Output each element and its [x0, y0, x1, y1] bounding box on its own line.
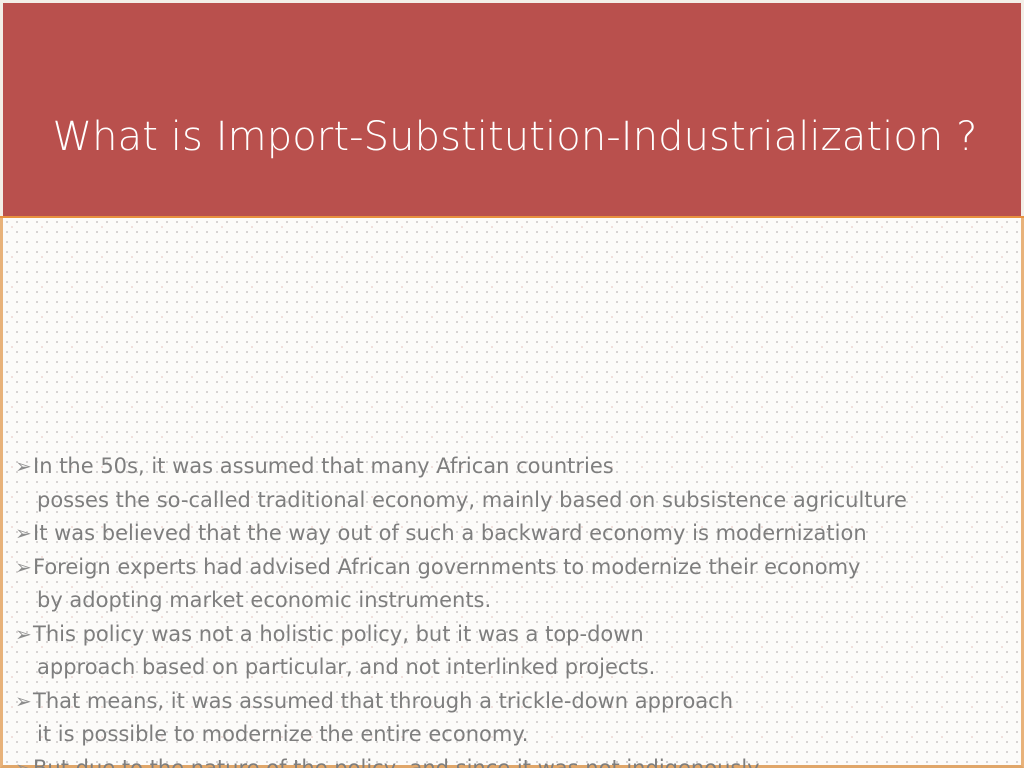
bullet-text: That means, it was assumed that through … [33, 688, 734, 713]
bullet-continuation-line: by adopting market economic instruments. [37, 588, 492, 612]
bullet-continuation-line: approach based on particular, and not in… [37, 655, 656, 679]
bullet-item: ➢That means, it was assumed that through… [15, 685, 1015, 719]
bullet-text: But due to the nature of the policy, and… [33, 755, 760, 768]
bullet-arrow-icon: ➢ [15, 554, 32, 579]
bullet-continuation-line: it is possible to modernize the entire e… [37, 722, 529, 746]
bullet-item: ➢Foreign experts had advised African gov… [15, 551, 1015, 585]
bullet-item: ➢But due to the nature of the policy, an… [15, 752, 1015, 768]
bullet-arrow-icon: ➢ [15, 454, 32, 478]
slide-title-line-1: What is Import-Substitution-Industrializ… [52, 114, 978, 160]
bullet-arrow-icon: ➢ [15, 621, 32, 646]
bullet-text: This policy was not a holistic policy, b… [33, 621, 644, 646]
bullet-arrow-icon: ➢ [15, 755, 32, 768]
bullet-text: Foreign experts had advised African gove… [33, 554, 861, 579]
bullet-item: ➢In the 50s, it was assumed that many Af… [15, 450, 1015, 484]
slide-title-banner: What is Import-Substitution-Industrializ… [0, 0, 1024, 316]
bullet-text: It was believed that the way out of such… [33, 521, 867, 545]
bullet-list: ➢In the 50s, it was assumed that many Af… [15, 450, 1015, 768]
title-accent-rule [0, 216, 1024, 219]
bullet-arrow-icon: ➢ [15, 521, 32, 545]
bullet-continuation-line: posses the so-called traditional economy… [37, 487, 907, 512]
bullet-text: In the 50s, it was assumed that many Afr… [33, 454, 614, 478]
bullet-item: ➢This policy was not a holistic policy, … [15, 618, 1015, 652]
bullet-item: ➢ It was believed that the way out of su… [15, 517, 1015, 551]
bullet-arrow-icon: ➢ [15, 688, 32, 713]
slide-content-area: ➢In the 50s, it was assumed that many Af… [0, 218, 1024, 768]
